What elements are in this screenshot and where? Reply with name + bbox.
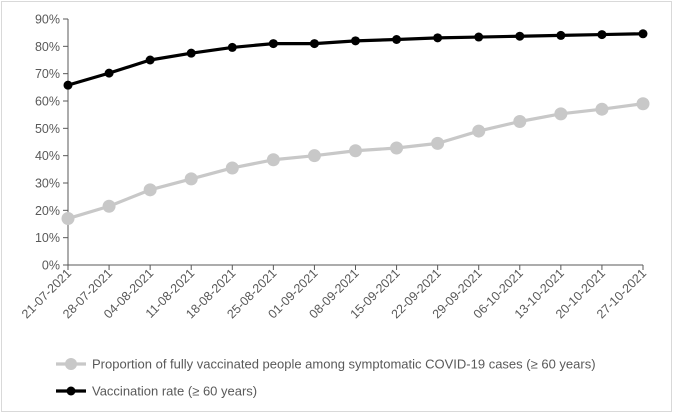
data-point: [61, 212, 75, 226]
data-point: [472, 124, 486, 138]
data-point: [102, 199, 116, 213]
data-point: [307, 149, 321, 163]
data-point: [351, 36, 360, 46]
data-point: [309, 39, 319, 49]
legend-swatch-marker: [66, 386, 76, 396]
data-point: [225, 161, 239, 175]
data-point: [63, 80, 73, 90]
legend-swatch-marker: [65, 358, 77, 370]
data-point: [556, 30, 566, 40]
data-point: [638, 29, 648, 39]
series-layer: [61, 29, 650, 226]
data-point: [184, 172, 198, 186]
data-point: [349, 144, 362, 158]
legend-item-1: Proportion of fully vaccinated people am…: [56, 357, 596, 372]
data-point: [433, 33, 443, 43]
legend-label: Proportion of fully vaccinated people am…: [92, 357, 596, 372]
data-point: [636, 97, 650, 111]
data-point: [266, 153, 280, 167]
y-tick-label: 50%: [35, 122, 60, 136]
data-point: [597, 30, 607, 40]
data-point: [392, 35, 402, 44]
data-point: [513, 115, 527, 128]
y-tick-label: 90%: [35, 13, 60, 27]
data-point: [515, 31, 525, 41]
data-point: [431, 136, 445, 150]
x-axis-ticks: 21-07-202128-07-202104-08-202111-08-2021…: [19, 265, 649, 321]
axes: [67, 19, 643, 266]
data-point: [595, 102, 609, 116]
data-point: [186, 48, 196, 58]
legend-label: Vaccination rate (≥ 60 years): [92, 384, 257, 399]
y-tick-label: 70%: [35, 67, 60, 81]
data-point: [143, 183, 157, 197]
data-point: [145, 55, 155, 65]
legend-item-2: Vaccination rate (≥ 60 years): [56, 384, 257, 399]
data-point: [268, 39, 278, 49]
y-axis-ticks: 0% 10% 20% 30% 40% 50% 60% 70% 80% 90%: [35, 13, 68, 273]
y-tick-label: 30%: [35, 177, 60, 191]
data-point: [474, 32, 484, 42]
y-tick-label: 10%: [35, 231, 60, 245]
y-tick-label: 0%: [42, 259, 60, 273]
data-point: [104, 68, 114, 78]
series-2: [63, 29, 648, 90]
series-line: [67, 102, 644, 221]
y-tick-label: 60%: [35, 95, 60, 109]
y-tick-label: 40%: [35, 149, 60, 163]
data-point: [227, 42, 237, 52]
y-tick-label: 20%: [35, 204, 60, 218]
data-point: [554, 107, 568, 121]
y-tick-label: 80%: [35, 40, 60, 54]
data-point: [390, 141, 404, 155]
legend: Proportion of fully vaccinated people am…: [56, 357, 596, 399]
series-1: [61, 97, 650, 226]
